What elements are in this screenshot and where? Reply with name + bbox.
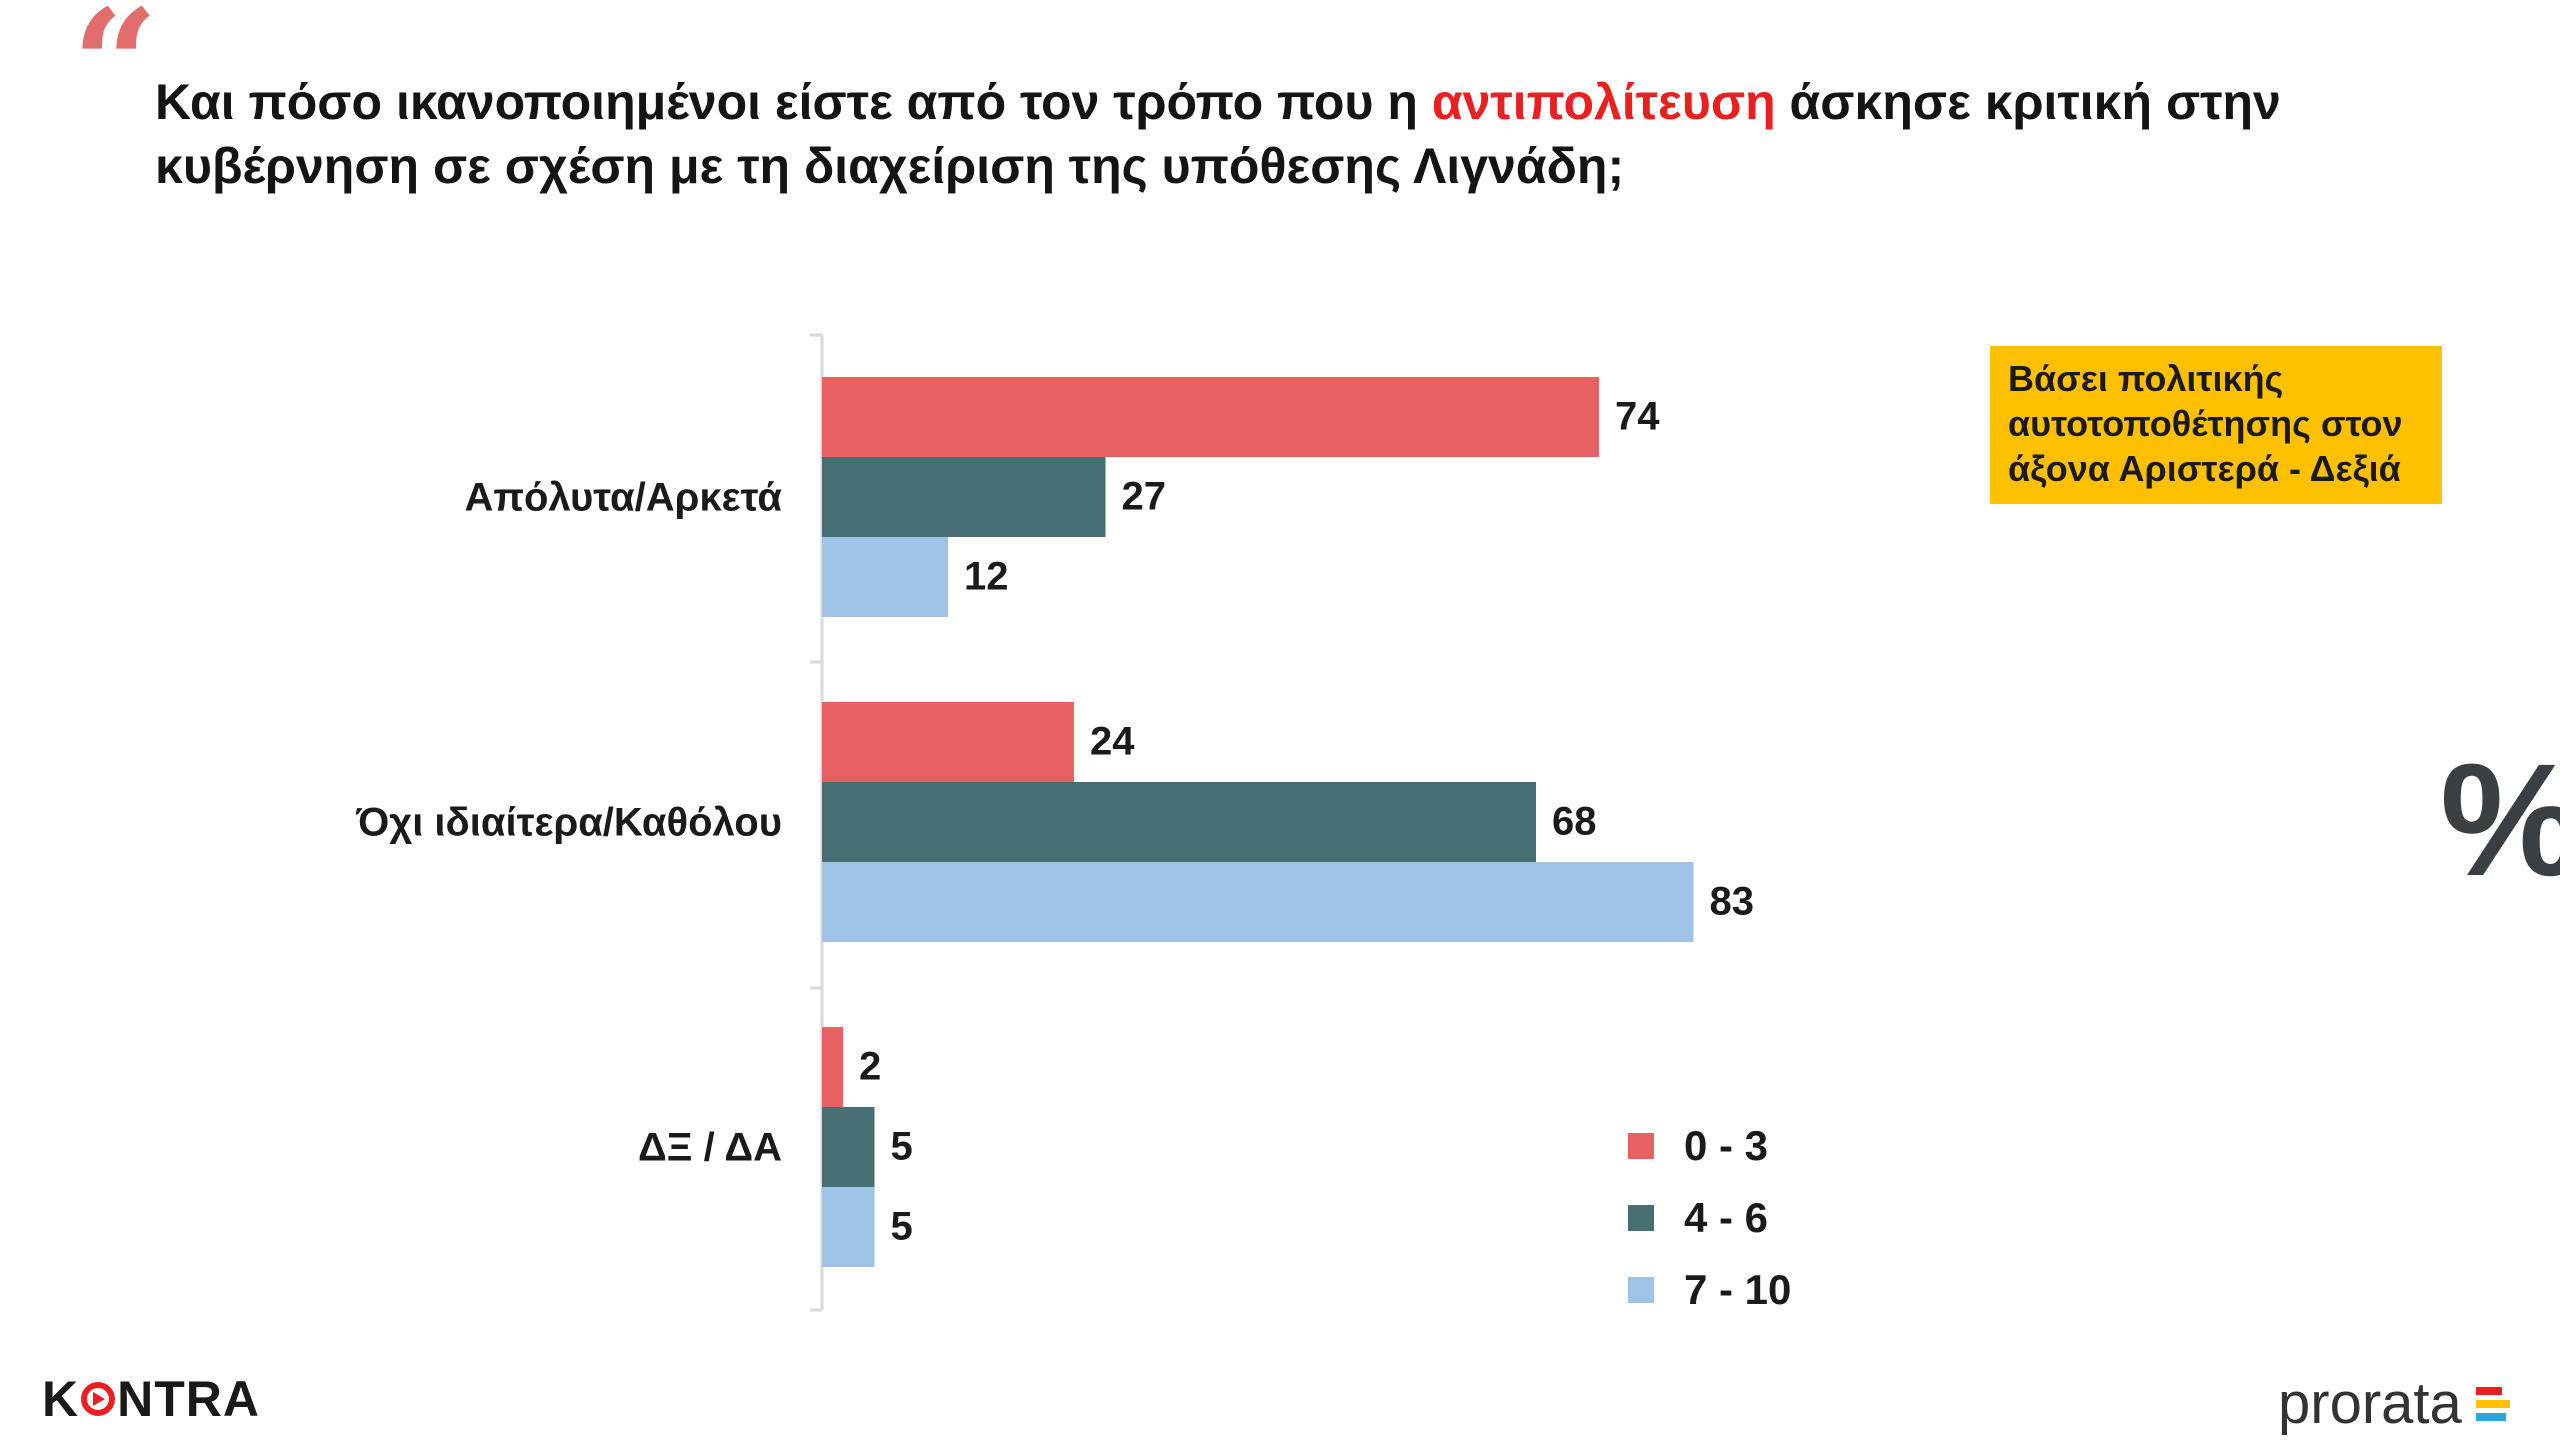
data-label: 68 bbox=[1552, 800, 1597, 844]
category-label: Απόλυτα/Αρκετά bbox=[464, 476, 782, 520]
title-highlight: αντιπολίτευση bbox=[1431, 74, 1776, 130]
page-title: Και πόσο ικανοποιημένοι είστε από τον τρ… bbox=[155, 70, 2355, 198]
category-label: Όχι ιδιαίτερα/Καθόλου bbox=[355, 801, 782, 845]
prorata-logo: prorata bbox=[2278, 1370, 2510, 1437]
prorata-logo-text: prorata bbox=[2278, 1371, 2462, 1436]
legend-label: 7 - 10 bbox=[1684, 1266, 1792, 1313]
prorata-bars-icon bbox=[2475, 1386, 2510, 1421]
data-label: 24 bbox=[1090, 720, 1135, 764]
category-label: ΔΞ / ΔΑ bbox=[638, 1126, 782, 1170]
kontra-logo-k: K bbox=[42, 1371, 80, 1427]
data-label: 83 bbox=[1710, 880, 1755, 924]
bar bbox=[822, 537, 948, 617]
legend-swatch bbox=[1628, 1133, 1654, 1159]
bar bbox=[822, 782, 1536, 862]
bar bbox=[822, 1187, 875, 1267]
kontra-logo-rest: NTRA bbox=[117, 1371, 260, 1427]
legend-item: 0 - 3 bbox=[1628, 1110, 1791, 1182]
bar bbox=[822, 1107, 875, 1187]
kontra-play-icon bbox=[81, 1382, 116, 1416]
bar bbox=[822, 377, 1599, 457]
data-label: 12 bbox=[964, 555, 1009, 599]
bar bbox=[822, 457, 1106, 537]
legend-label: 0 - 3 bbox=[1684, 1122, 1769, 1169]
note-box: Βάσει πολιτικής αυτοτοποθέτησης στον άξο… bbox=[1990, 346, 2442, 504]
title-part-1: Και πόσο ικανοποιημένοι είστε από τον τρ… bbox=[155, 74, 1432, 130]
bar bbox=[822, 702, 1074, 782]
title-part-2: άσκησε κριτική στην κυβέρνηση σε σχέση μ… bbox=[155, 74, 2281, 194]
data-label: 74 bbox=[1615, 395, 1660, 439]
percent-icon: % bbox=[2440, 740, 2560, 900]
quote-icon: “ bbox=[72, 0, 159, 153]
legend-item: 7 - 10 bbox=[1628, 1254, 1791, 1326]
bar bbox=[822, 1027, 843, 1107]
data-label: 5 bbox=[891, 1125, 913, 1169]
data-label: 5 bbox=[891, 1205, 913, 1249]
legend-label: 4 - 6 bbox=[1684, 1194, 1769, 1241]
chart-legend: 0 - 3 4 - 6 7 - 10 bbox=[1628, 1110, 1791, 1326]
data-label: 2 bbox=[859, 1045, 881, 1089]
legend-swatch bbox=[1628, 1277, 1654, 1303]
kontra-logo: K NTRA bbox=[42, 1370, 260, 1428]
legend-swatch bbox=[1628, 1205, 1654, 1231]
legend-item: 4 - 6 bbox=[1628, 1182, 1791, 1254]
bar bbox=[822, 862, 1694, 942]
data-label: 27 bbox=[1122, 475, 1167, 519]
